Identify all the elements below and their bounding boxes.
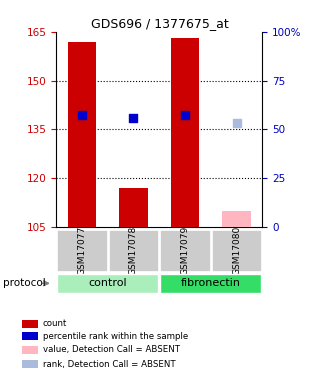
Bar xyxy=(108,230,158,271)
Bar xyxy=(68,42,96,227)
Text: control: control xyxy=(88,278,127,288)
Text: GSM17077: GSM17077 xyxy=(77,226,86,275)
Bar xyxy=(222,211,251,227)
Bar xyxy=(171,38,199,227)
Bar xyxy=(119,188,148,227)
Point xyxy=(131,115,136,121)
Text: fibronectin: fibronectin xyxy=(181,278,241,288)
Bar xyxy=(22,320,38,328)
Text: GSM17080: GSM17080 xyxy=(232,226,241,275)
Text: GSM17079: GSM17079 xyxy=(180,226,189,275)
Bar xyxy=(160,230,210,271)
Text: GDS696 / 1377675_at: GDS696 / 1377675_at xyxy=(91,17,229,30)
Bar xyxy=(57,274,158,293)
Bar xyxy=(57,230,107,271)
Bar xyxy=(160,274,261,293)
Text: protocol: protocol xyxy=(3,278,46,288)
Point xyxy=(182,112,188,118)
Bar xyxy=(22,332,38,340)
Bar xyxy=(212,230,261,271)
Point xyxy=(234,120,239,126)
Bar xyxy=(22,360,38,368)
Text: GSM17078: GSM17078 xyxy=(129,226,138,275)
Text: value, Detection Call = ABSENT: value, Detection Call = ABSENT xyxy=(43,345,180,354)
Point xyxy=(79,112,84,118)
Text: percentile rank within the sample: percentile rank within the sample xyxy=(43,332,188,341)
Text: count: count xyxy=(43,319,67,328)
Text: rank, Detection Call = ABSENT: rank, Detection Call = ABSENT xyxy=(43,360,175,369)
Bar xyxy=(22,346,38,354)
